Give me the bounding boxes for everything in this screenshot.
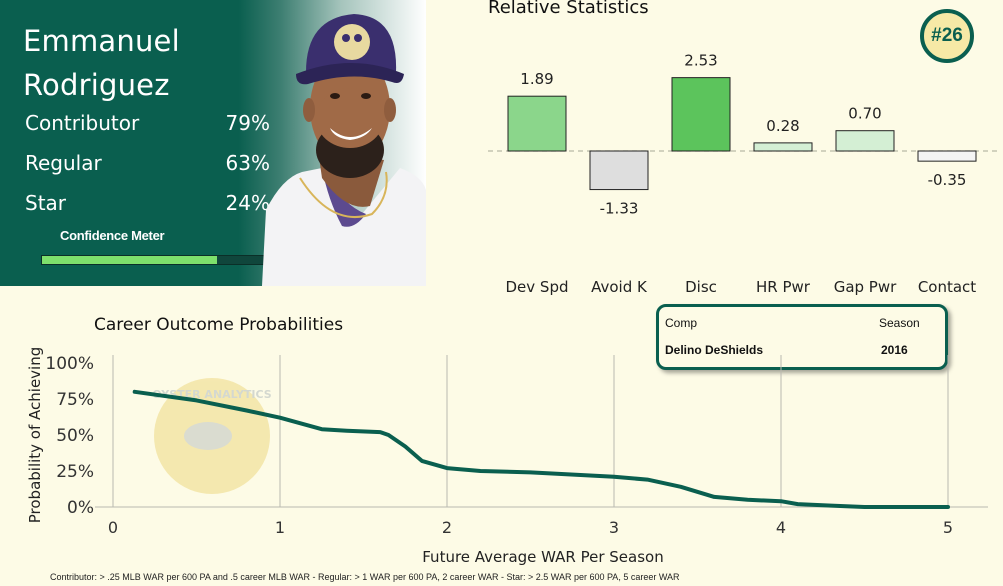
comp-season-value: 2016 bbox=[881, 343, 908, 357]
category-label: Gap Pwr bbox=[834, 278, 897, 296]
y-tick-label: 50% bbox=[56, 426, 94, 446]
y-axis-title: Probability of Achieving bbox=[26, 347, 44, 524]
x-tick-label: 5 bbox=[943, 518, 953, 537]
category-label: Contact bbox=[918, 278, 976, 296]
contributor-value: 79% bbox=[225, 111, 270, 135]
bar-contact bbox=[917, 150, 977, 162]
x-tick-label: 0 bbox=[108, 518, 118, 537]
player-first-name: Emmanuel bbox=[23, 24, 180, 58]
bar-avoid-k bbox=[589, 150, 649, 191]
x-tick-label: 4 bbox=[776, 518, 786, 537]
footnote: Contributor: > .25 MLB WAR per 600 PA an… bbox=[50, 572, 680, 582]
y-tick-label: 0% bbox=[67, 498, 94, 518]
rank-badge: #26 bbox=[920, 9, 974, 63]
bar-disc bbox=[671, 77, 731, 152]
y-tick-label: 100% bbox=[45, 354, 94, 374]
x-tick-label: 3 bbox=[609, 518, 619, 537]
player-card: Emmanuel Rodriguez Contributor 79% Regul… bbox=[0, 0, 426, 286]
bar-value-label: -0.35 bbox=[928, 171, 967, 189]
contributor-probability-row: Contributor 79% bbox=[25, 111, 270, 139]
x-tick-label: 2 bbox=[442, 518, 452, 537]
contributor-label: Contributor bbox=[25, 111, 140, 135]
star-probability-row: Star 24% bbox=[25, 191, 270, 219]
confidence-meter bbox=[41, 255, 270, 265]
star-value: 24% bbox=[225, 191, 270, 215]
category-label: HR Pwr bbox=[756, 278, 811, 296]
relative-statistics-title: Relative Statistics bbox=[488, 0, 649, 18]
category-label: Avoid K bbox=[591, 278, 648, 296]
bar-value-label: 0.70 bbox=[848, 105, 881, 123]
confidence-meter-fill bbox=[42, 256, 217, 264]
relative-statistics-chart: 1.89 Dev Spd -1.33 Avoid K 2.53 Disc 0.28 HR Pw… bbox=[488, 52, 1000, 296]
bar-value-label: -1.33 bbox=[600, 200, 639, 218]
bar-value-label: 1.89 bbox=[520, 70, 553, 88]
bar-value-label: 0.28 bbox=[766, 117, 799, 135]
player-last-name: Rodriguez bbox=[23, 68, 170, 102]
regular-value: 63% bbox=[225, 151, 270, 175]
x-tick-label: 1 bbox=[275, 518, 285, 537]
bar-value-label: 2.53 bbox=[684, 52, 717, 70]
season-header-label: Season bbox=[879, 316, 920, 330]
career-outcome-chart: 0 1 2 3 4 50%25%50%75%100%OYSTER ANALYTICSFut… bbox=[26, 347, 988, 566]
comp-player-name: Delino DeShields bbox=[665, 343, 764, 357]
regular-probability-row: Regular 63% bbox=[25, 151, 270, 179]
bar-dev-spd bbox=[507, 95, 567, 152]
y-tick-label: 75% bbox=[56, 390, 94, 410]
bar-gap-pwr bbox=[835, 130, 895, 152]
comp-header-label: Comp bbox=[665, 316, 698, 330]
confidence-meter-label: Confidence Meter bbox=[60, 228, 165, 243]
category-label: Dev Spd bbox=[506, 278, 569, 296]
bar-hr-pwr bbox=[753, 142, 813, 152]
probability-line bbox=[132, 389, 950, 509]
watermark-circle bbox=[154, 378, 270, 494]
oyster-icon bbox=[184, 422, 232, 450]
career-outcome-title: Career Outcome Probabilities bbox=[94, 315, 344, 335]
y-tick-label: 25% bbox=[56, 462, 94, 482]
watermark-text: OYSTER ANALYTICS bbox=[152, 388, 272, 401]
regular-label: Regular bbox=[25, 151, 102, 175]
x-axis-title: Future Average WAR Per Season bbox=[422, 548, 663, 566]
player-photo bbox=[262, 14, 426, 286]
comp-box: Comp Season Delino DeShields 2016 bbox=[656, 304, 948, 370]
star-label: Star bbox=[25, 191, 67, 215]
category-label: Disc bbox=[685, 278, 717, 296]
